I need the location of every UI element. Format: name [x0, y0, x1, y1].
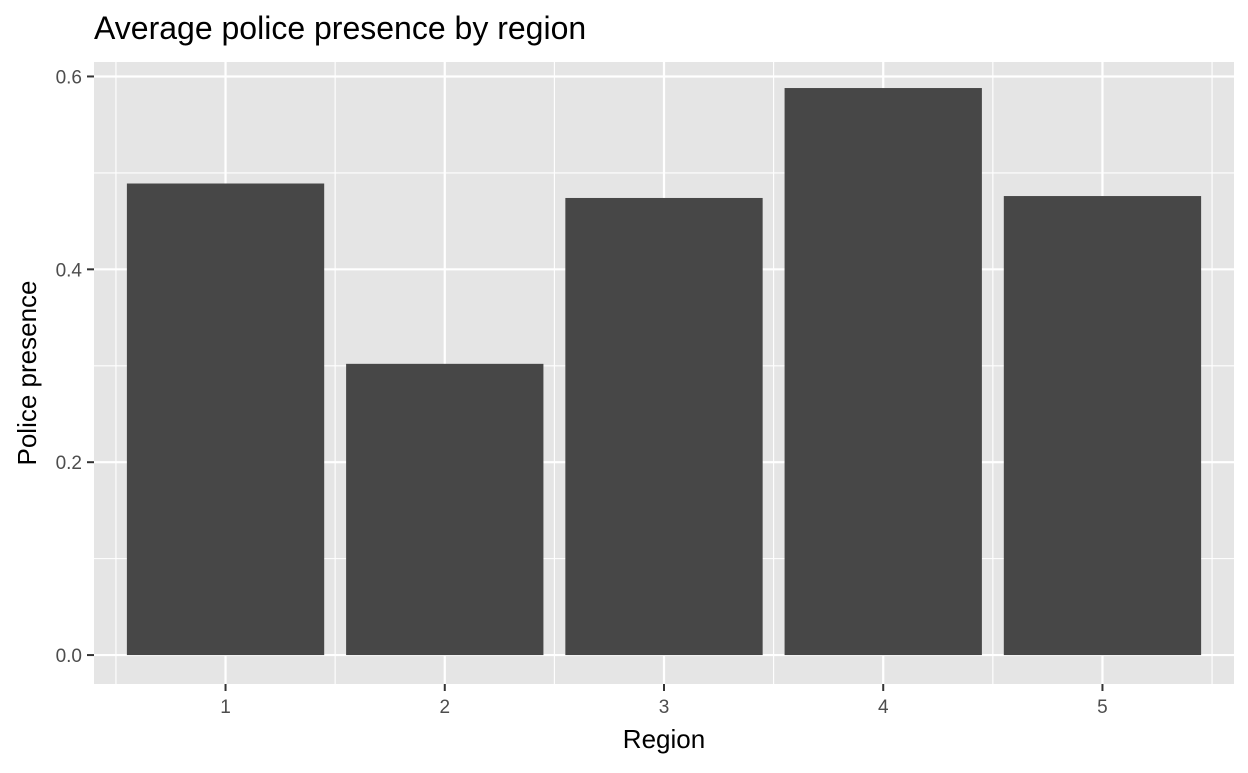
bars: [126, 88, 1202, 656]
y-tick-label: 0.6: [56, 67, 82, 88]
y-tick-label: 0.4: [56, 260, 83, 281]
chart-title: Average police presence by region: [94, 10, 586, 46]
bar-region-1: [126, 183, 325, 656]
y-tick-label: 0.2: [56, 453, 82, 474]
bar-region-3: [565, 197, 763, 656]
x-axis-label: Region: [623, 724, 705, 754]
bar-region-4: [784, 88, 982, 656]
x-tick-label: 1: [220, 697, 231, 718]
x-tick-label: 5: [1097, 697, 1108, 718]
x-axis: 1 2 3 4 5: [220, 684, 1108, 718]
x-tick-label: 3: [659, 697, 670, 718]
y-axis-label: Police presence: [12, 281, 42, 466]
bar-region-5: [1003, 196, 1202, 656]
y-axis: 0.0 0.2 0.4 0.6: [56, 67, 94, 667]
y-tick-label: 0.0: [56, 646, 82, 667]
x-tick-label: 2: [439, 697, 450, 718]
bar-region-2: [346, 363, 544, 656]
x-tick-label: 4: [878, 697, 889, 718]
